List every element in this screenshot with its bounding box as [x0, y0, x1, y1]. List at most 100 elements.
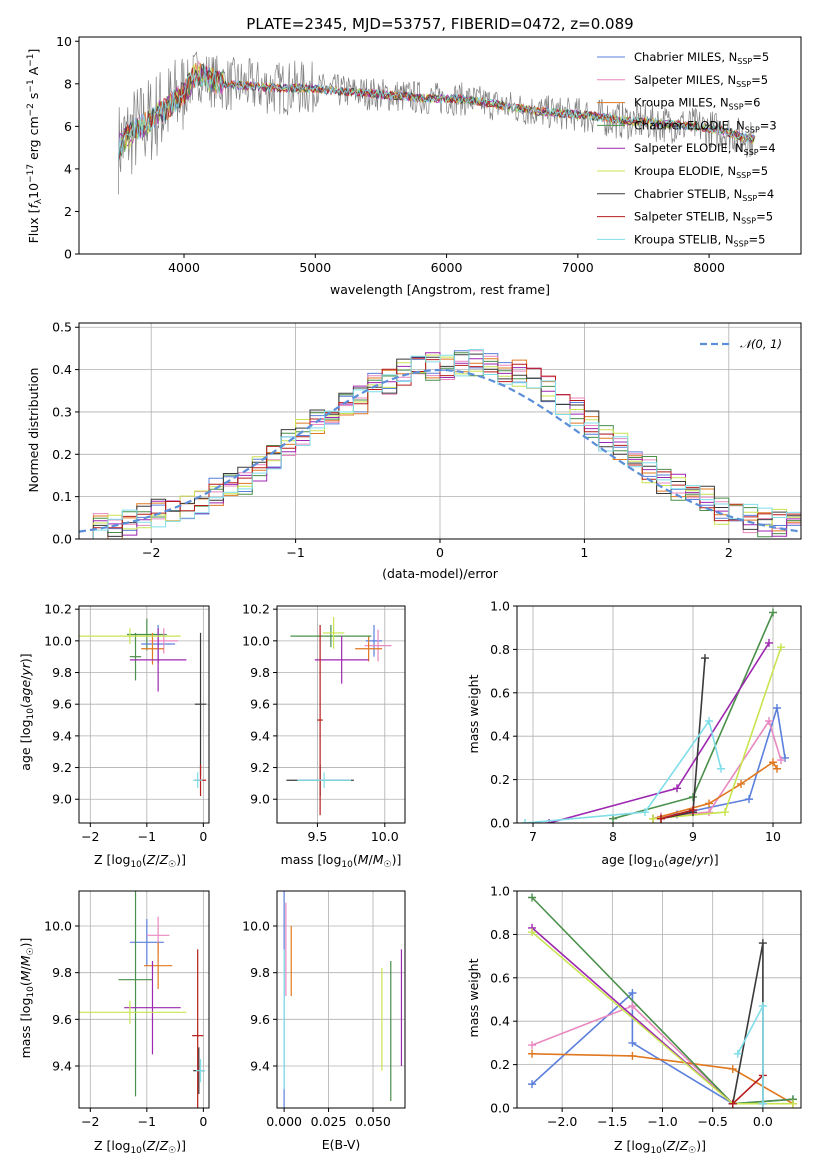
y-tick-label: 9.4 [250, 1059, 270, 1074]
plot-area [521, 608, 789, 823]
weight-marker [628, 988, 637, 997]
y-tick-label: 0.4 [490, 1014, 510, 1029]
spectrum-ylabel: Flux [fλ10−17 erg cm−2 s−1 A−1] [26, 49, 44, 244]
weight-marker [758, 939, 767, 948]
y-tick-label: 0.0 [490, 1101, 510, 1116]
y-tick-label: 0.8 [490, 642, 510, 657]
y-tick-label: 0.5 [52, 320, 72, 335]
plot-area [286, 617, 392, 816]
x-tick-label: −1 [138, 1114, 156, 1129]
x-tick-label: 5000 [299, 260, 331, 275]
axes-frame [516, 890, 802, 1109]
weight-marker [773, 764, 781, 773]
agez-ylabel: age [log10(age/yr)] [18, 653, 36, 770]
agem-xlabel: mass [log10(M/M☉)] [281, 852, 402, 870]
weight-line [732, 1074, 764, 1105]
y-tick-label: 2 [64, 204, 72, 219]
weight-line [660, 809, 694, 820]
weight-marker [721, 808, 729, 817]
spectrum-panel: PLATE=2345, MJD=53757, FIBERID=0472, z=0… [26, 15, 802, 297]
y-tick-label: 0.6 [490, 685, 510, 700]
weight-line [548, 642, 770, 823]
legend-suffix: =3 [760, 118, 777, 132]
x-tick-label: 0.050 [355, 1114, 391, 1129]
y-tick-label: 10.0 [242, 633, 270, 648]
x-tick-label: 8 [609, 829, 617, 844]
axes-frame [78, 605, 210, 824]
y-tick-label: 0.1 [52, 489, 72, 504]
massz-ylabel: mass [log10(M/M☉)] [18, 938, 36, 1059]
legend-suffix: =4 [757, 187, 774, 201]
weight-marker [528, 928, 537, 937]
legend-suffix: =5 [752, 50, 769, 64]
weight-marker [528, 1080, 537, 1089]
legend-sub: SSP [729, 103, 744, 112]
x-tick-label: 2 [725, 545, 733, 560]
x-tick-label: 0.0 [753, 1114, 773, 1129]
plot-area [79, 618, 207, 797]
y-tick-label: 0 [64, 247, 72, 262]
x-tick-label: 7000 [562, 260, 594, 275]
normal-curve [79, 368, 801, 533]
axes-frame [276, 605, 406, 824]
x-tick-label: 6000 [431, 260, 463, 275]
weight-marker [521, 819, 529, 823]
y-tick-label: 1.0 [490, 884, 510, 899]
residuals-ylabel: Normed distribution [26, 368, 41, 493]
y-tick-label: 9.8 [250, 965, 270, 980]
legend-label: Salpeter STELIB, NSSP=5 [634, 210, 773, 226]
legend-sub: SSP [745, 125, 760, 134]
axes-frame [78, 890, 210, 1109]
x-tick-label: 9 [689, 829, 697, 844]
weight-marker [728, 1064, 737, 1073]
y-tick-label: 9.0 [250, 792, 270, 807]
agez-xlabel: Z [log10(Z/Z☉)] [94, 852, 186, 870]
wz-ylabel: mass weight [466, 958, 481, 1037]
weight-marker [758, 1099, 767, 1108]
y-tick-label: 10.0 [44, 633, 72, 648]
weight-marker [689, 805, 697, 814]
y-tick-label: 9.6 [52, 697, 72, 712]
model-spectrum-line [117, 65, 756, 161]
legend-suffix: =5 [749, 232, 766, 246]
weight-marker [788, 1099, 797, 1108]
weight-marker [528, 1049, 537, 1058]
weight-line [524, 719, 722, 823]
massebv-xlabel: E(B-V) [322, 1137, 361, 1152]
x-tick-label: −0.5 [698, 1114, 728, 1129]
legend-suffix: =5 [751, 164, 768, 178]
legend-sub: SSP [741, 217, 756, 226]
x-tick-label: 1 [580, 545, 588, 560]
weight-marker [717, 764, 725, 773]
y-tick-label: 4 [64, 161, 72, 176]
x-tick-label: 4000 [168, 260, 200, 275]
weight-marker [765, 638, 773, 647]
axes-frame [276, 890, 406, 1109]
model-spectrum-line [117, 65, 756, 161]
axes-frame [78, 36, 802, 255]
wage-xlabel: age [log10(age/yr)] [601, 852, 718, 870]
y-tick-label: 0.2 [490, 772, 510, 787]
weight-marker [777, 643, 785, 652]
age-vs-mass-panel: 9.5 10.0 9.0 9.2 9.4 9.6 9.8 10.0 10.2 [242, 602, 406, 844]
weight-marker [701, 654, 709, 663]
spectrum-legend: Chabrier MILES, NSSP=5 Salpeter MILES, NS… [597, 50, 777, 248]
x-tick-label: 0.000 [266, 1114, 302, 1129]
plot-area [528, 893, 797, 1108]
legend-sub: SSP [742, 194, 757, 203]
weight-marker [528, 893, 537, 902]
age-vs-metallicity-panel: −2 −1 0 9.0 9.2 9.4 9.6 9.8 10.0 10.2 [44, 602, 210, 844]
residuals-xlabel: (data-model)/error [382, 566, 499, 581]
x-tick-label: 0 [199, 829, 207, 844]
y-tick-label: 10.2 [44, 602, 72, 617]
y-tick-label: 1.0 [490, 599, 510, 614]
y-tick-label: 0.4 [52, 362, 72, 377]
weight-marker [733, 1049, 742, 1058]
x-tick-label: −1.5 [597, 1114, 627, 1129]
y-tick-label: 8 [64, 76, 72, 91]
legend-label: Salpeter MILES, NSSP=5 [634, 73, 768, 89]
y-tick-label: 10.0 [44, 919, 72, 934]
residual-histogram [79, 359, 801, 539]
weight-marker [673, 784, 681, 793]
